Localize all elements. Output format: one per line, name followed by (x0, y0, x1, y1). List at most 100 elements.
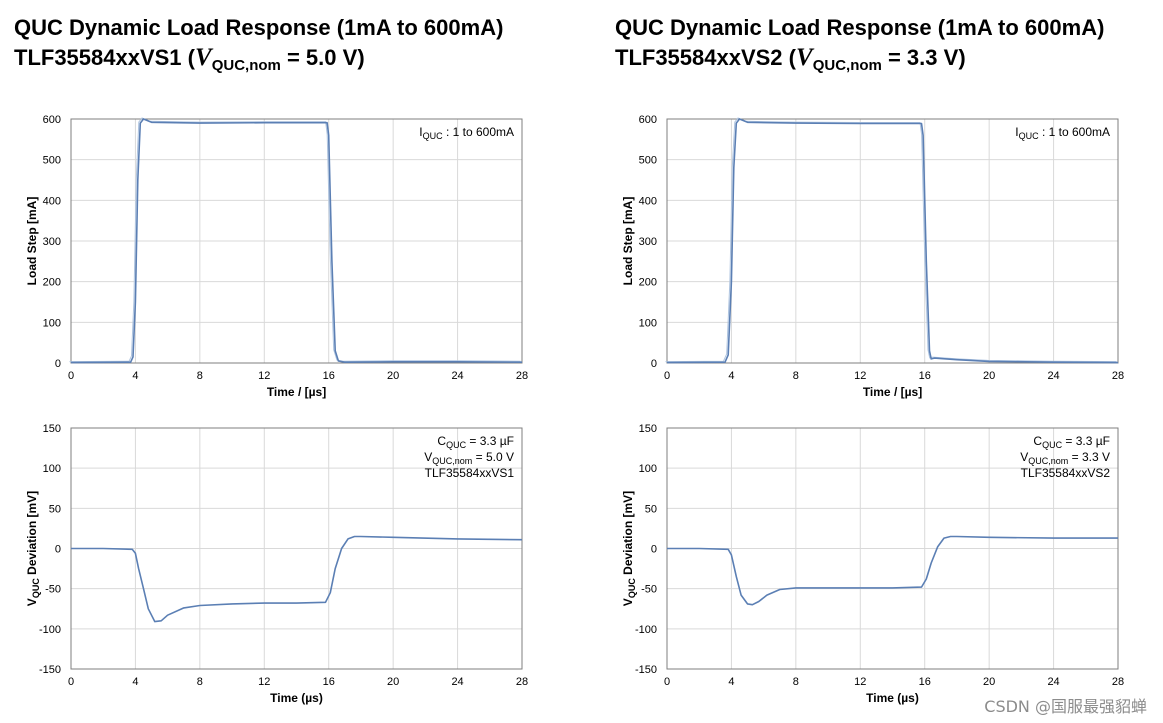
title-line-1: QUC Dynamic Load Response (1mA to 600mA) (14, 15, 504, 40)
annotation-text: = 3.3 V (1068, 450, 1110, 464)
y-tick-label: 50 (645, 503, 657, 515)
device-name: TLF35584xxVS1 (14, 45, 182, 70)
series-line (70, 118, 523, 364)
annotation: CQUC = 3.3 µF (1033, 434, 1110, 450)
y-tick-label: 600 (43, 114, 61, 126)
x-axis-label: Time / [µs] (267, 385, 326, 399)
x-tick-label: 16 (919, 676, 931, 688)
x-tick-label: 0 (664, 676, 670, 688)
y-tick-label: 0 (55, 358, 61, 370)
device-name: TLF35584xxVS2 (615, 45, 783, 70)
annotation-text: = 3.3 µF (1062, 434, 1110, 448)
y-tick-label: 400 (43, 195, 61, 207)
y-tick-label: 200 (639, 277, 657, 289)
annotation-subscript: QUC,nom (432, 456, 472, 466)
annotation-text: TLF35584xxVS2 (1021, 466, 1111, 480)
y-label-subscript: QUC (31, 578, 41, 599)
chart-title-left: QUC Dynamic Load Response (1mA to 600mA)… (14, 13, 503, 81)
x-tick-label: 20 (387, 676, 399, 688)
annotation: IQUC : 1 to 600mA (419, 125, 514, 141)
x-tick-label: 20 (387, 370, 399, 382)
x-tick-label: 4 (132, 676, 138, 688)
x-tick-label: 12 (258, 370, 270, 382)
annotation-text: I (419, 125, 422, 139)
y-tick-label: -100 (39, 624, 61, 636)
y-tick-label: -50 (45, 584, 61, 596)
y-tick-label: 300 (43, 236, 61, 248)
annotation: VQUC,nom = 5.0 V (424, 450, 514, 466)
x-tick-label: 28 (1112, 676, 1124, 688)
y-tick-label: 100 (639, 317, 657, 329)
y-tick-label: 150 (639, 423, 657, 435)
annotation: IQUC : 1 to 600mA (1015, 125, 1110, 141)
x-tick-label: 12 (854, 676, 866, 688)
y-label-symbol: V (25, 598, 39, 606)
chart-vs1-load: 0 4 8 12 16 20 24 28 0 100 200 300 400 500 600 Time / [… (25, 114, 528, 399)
y-axis-label: VQUC Deviation [mV] (621, 491, 637, 606)
annotation: TLF35584xxVS1 (425, 466, 515, 480)
y-tick-label: 100 (43, 317, 61, 329)
voltage-symbol: V (796, 44, 813, 71)
y-label-text: Deviation [mV] (621, 491, 635, 578)
plot-frame (666, 118, 1119, 364)
series-line (667, 535, 1118, 606)
x-tick-label: 8 (197, 676, 203, 688)
y-tick-label: -150 (635, 664, 657, 676)
series-line (666, 118, 1119, 364)
annotation-subscript: QUC (1019, 131, 1040, 141)
y-tick-label: -150 (39, 664, 61, 676)
y-tick-label: -50 (641, 584, 657, 596)
chart-vs2-dev: 0 4 8 12 16 20 24 28 -150 -100 -50 0 50 100 150 Time (µ… (621, 423, 1124, 705)
x-tick-label: 20 (983, 370, 995, 382)
y-axis-label: Load Step [mA] (25, 197, 39, 286)
x-tick-label: 28 (516, 370, 528, 382)
chart-vs2-load: 0 4 8 12 16 20 24 28 0 100 200 300 400 500 600 Time / [… (621, 114, 1124, 399)
annotation: CQUC = 3.3 µF (437, 434, 514, 450)
voltage-symbol: V (195, 44, 212, 71)
x-axis-label: Time (µs) (866, 691, 919, 705)
x-tick-label: 28 (1112, 370, 1124, 382)
y-tick-label: 150 (43, 423, 61, 435)
annotation-subscript: QUC,nom (1028, 456, 1068, 466)
x-tick-label: 16 (919, 370, 931, 382)
x-tick-label: 4 (728, 676, 734, 688)
annotation-text: C (1033, 434, 1042, 448)
y-tick-label: 0 (651, 358, 657, 370)
chart-vs1-dev: 0 4 8 12 16 20 24 28 -150 -100 -50 0 50 100 150 Time (µ… (25, 423, 528, 705)
x-axis-label: Time / [µs] (863, 385, 922, 399)
voltage-subscript: QUC,nom (812, 57, 882, 74)
y-tick-label: 400 (639, 195, 657, 207)
x-tick-label: 0 (68, 676, 74, 688)
x-tick-label: 24 (1047, 370, 1059, 382)
y-label-text: Deviation [mV] (25, 491, 39, 578)
x-tick-label: 8 (793, 676, 799, 688)
x-tick-label: 4 (132, 370, 138, 382)
x-tick-label: 8 (793, 370, 799, 382)
y-tick-label: 200 (43, 277, 61, 289)
annotation-text: I (1015, 125, 1018, 139)
annotation-text: V (424, 450, 432, 464)
voltage-value: = 5.0 V (280, 45, 358, 70)
x-tick-label: 24 (1047, 676, 1059, 688)
y-tick-label: 0 (55, 544, 61, 556)
x-tick-label: 16 (323, 370, 335, 382)
y-tick-label: 500 (639, 155, 657, 167)
y-axis-label: Load Step [mA] (621, 197, 635, 286)
title-line-2: TLF35584xxVS2 (VQUC,nom = 3.3 V) (615, 44, 966, 74)
y-tick-label: 50 (49, 503, 61, 515)
y-tick-label: 0 (651, 544, 657, 556)
x-tick-label: 0 (664, 370, 670, 382)
watermark: CSDN @国服最强貂蝉 (984, 697, 1147, 716)
x-axis-label: Time (µs) (270, 691, 323, 705)
x-tick-label: 8 (197, 370, 203, 382)
annotation-text: = 3.3 µF (466, 434, 514, 448)
annotation-text: C (437, 434, 446, 448)
y-tick-label: -100 (635, 624, 657, 636)
y-tick-label: 100 (639, 463, 657, 475)
annotation-text: TLF35584xxVS1 (425, 466, 515, 480)
annotation: VQUC,nom = 3.3 V (1020, 450, 1110, 466)
annotation-subscript: QUC (446, 440, 467, 450)
x-tick-label: 20 (983, 676, 995, 688)
annotation-subscript: QUC (423, 131, 444, 141)
